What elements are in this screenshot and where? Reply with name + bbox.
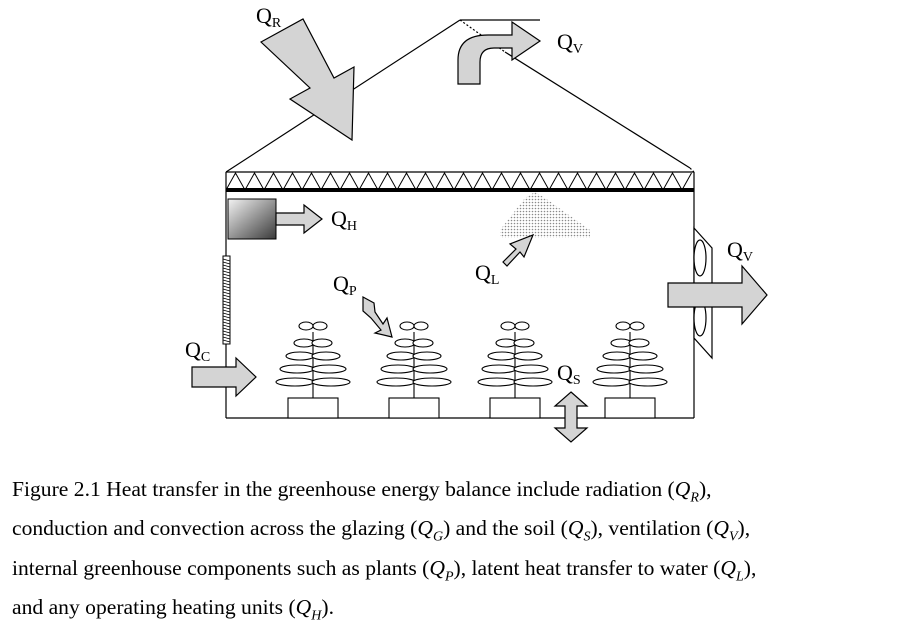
label-ventilation-wall: QV: [727, 237, 753, 265]
label-heating: QH: [331, 206, 357, 234]
caption-line: Figure 2.1 Heat transfer in the greenhou…: [12, 474, 907, 513]
wall-coil: [222, 255, 231, 345]
soil-arrow: [553, 391, 589, 443]
plant: [376, 321, 452, 419]
heating-arrow: [275, 203, 323, 235]
label-conduction: QC: [185, 337, 210, 365]
caption-text: ).: [321, 594, 334, 619]
label-ventilation-roof: QV: [557, 29, 583, 57]
caption-symbol: QP: [429, 555, 454, 584]
latent-arrow: [502, 233, 535, 267]
figure-caption: Figure 2.1 Heat transfer in the greenhou…: [12, 474, 907, 631]
caption-line: conduction and convection across the gla…: [12, 513, 907, 552]
caption-text: ), ventilation (: [590, 516, 714, 541]
caption-symbol: QH: [295, 594, 322, 624]
caption-text: and any operating heating units (: [12, 594, 296, 619]
caption-line: internal greenhouse components such as p…: [12, 553, 907, 592]
heater-unit: [227, 198, 277, 240]
conduction-arrow: [191, 356, 257, 398]
plant: [592, 321, 668, 419]
mist-sprayer: [500, 192, 590, 238]
label-latent: QL: [475, 260, 499, 288]
label-plants: QP: [333, 271, 357, 299]
greenhouse-diagram: QR QV QH QL QP QC QS QV: [185, 3, 768, 443]
caption-line: and any operating heating units (QH).: [12, 592, 907, 631]
caption-text: ), latent heat transfer to water (: [453, 555, 721, 580]
roof-truss: [225, 171, 694, 192]
plant: [477, 321, 553, 419]
caption-text: ) and the soil (: [443, 516, 568, 541]
caption-text: conduction and convection across the gla…: [12, 516, 418, 541]
plants: [275, 321, 668, 419]
ventilation-roof-arrow: [457, 20, 542, 85]
radiation-arrow: [259, 18, 355, 142]
caption-symbol: QG: [417, 516, 444, 545]
plant: [275, 321, 351, 419]
caption-symbol: QV: [713, 516, 738, 545]
plants-arrow: [362, 295, 393, 338]
caption-text: internal greenhouse components such as p…: [12, 555, 430, 580]
caption-text: Figure 2.1 Heat transfer in the greenhou…: [12, 477, 675, 501]
label-radiation: QR: [256, 3, 282, 31]
caption-symbol: QS: [567, 516, 591, 545]
ventilation-wall-arrow: [667, 264, 768, 326]
caption-text: ),: [743, 555, 757, 580]
caption-text: ),: [698, 477, 712, 501]
caption-text: ),: [737, 516, 751, 541]
label-soil: QS: [557, 360, 581, 388]
caption-symbol: QR: [674, 477, 699, 506]
caption-symbol: QL: [720, 555, 744, 584]
